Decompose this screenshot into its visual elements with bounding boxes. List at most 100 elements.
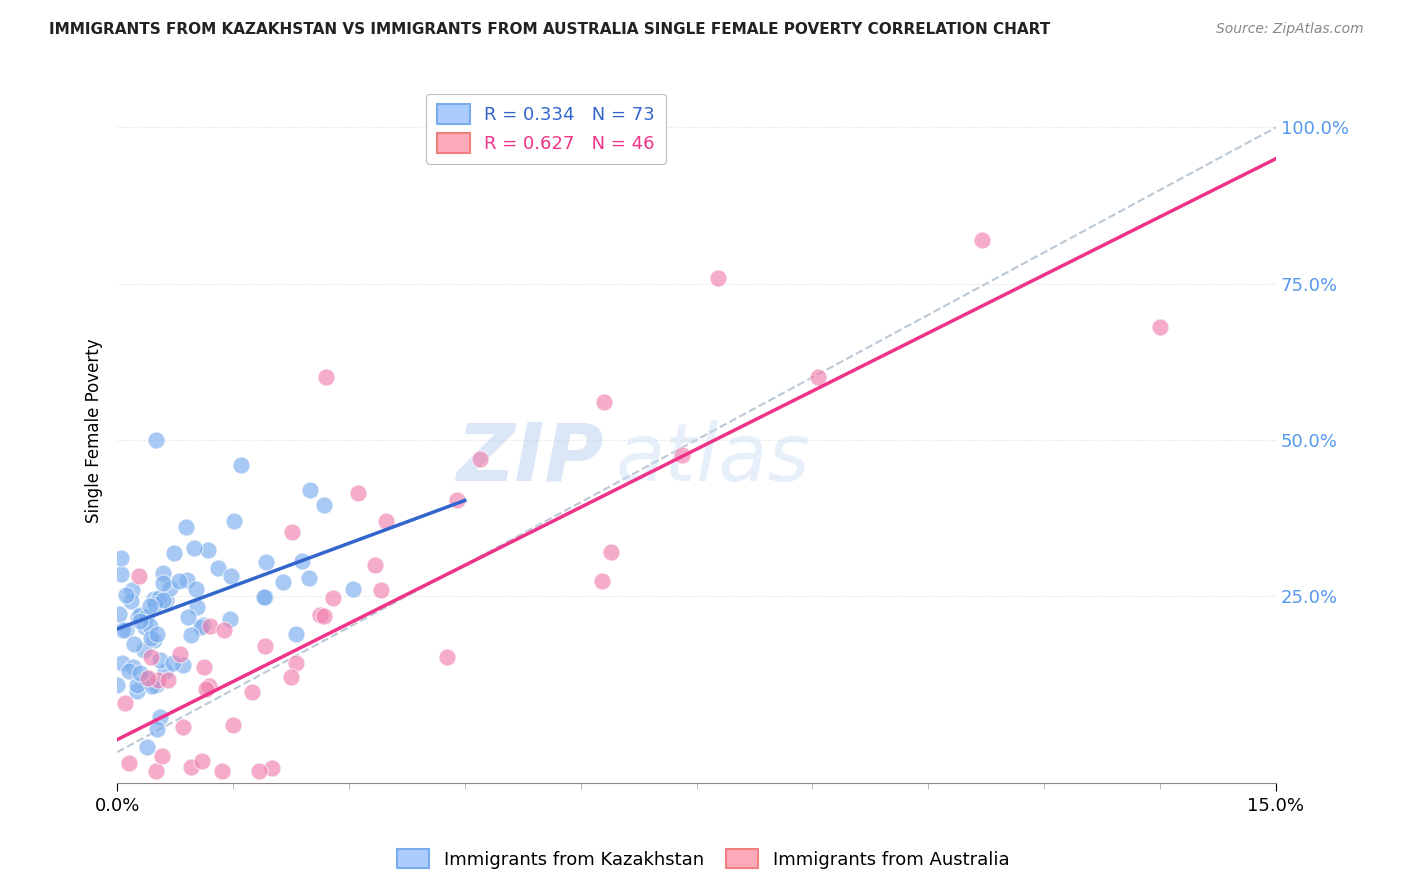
Point xyxy=(252,590,274,604)
Text: ZIP: ZIP xyxy=(457,419,603,498)
Point xyxy=(120,594,142,608)
Point xyxy=(110,550,132,565)
Point xyxy=(222,718,245,732)
Point xyxy=(110,566,132,581)
Point xyxy=(135,671,157,685)
Point xyxy=(174,520,197,534)
Point xyxy=(291,554,314,568)
Point xyxy=(172,657,194,672)
Point xyxy=(115,623,138,637)
Point xyxy=(107,607,129,622)
Point xyxy=(145,433,167,447)
Point xyxy=(129,608,152,623)
Point xyxy=(446,492,468,507)
Point xyxy=(190,620,212,634)
Text: Source: ZipAtlas.com: Source: ZipAtlas.com xyxy=(1216,22,1364,37)
Point xyxy=(153,664,176,678)
Point xyxy=(145,764,167,778)
Point xyxy=(190,754,212,768)
Point xyxy=(129,615,152,629)
Point xyxy=(145,627,167,641)
Point xyxy=(207,561,229,575)
Point xyxy=(163,546,186,560)
Point xyxy=(211,764,233,778)
Point xyxy=(375,514,398,528)
Point xyxy=(1149,320,1171,334)
Point xyxy=(180,628,202,642)
Point xyxy=(114,697,136,711)
Point xyxy=(183,541,205,555)
Point xyxy=(254,555,277,569)
Point xyxy=(671,449,693,463)
Point xyxy=(219,569,242,583)
Point xyxy=(285,627,308,641)
Point xyxy=(280,670,302,684)
Point xyxy=(309,607,332,622)
Point xyxy=(436,650,458,665)
Point xyxy=(134,620,156,634)
Point xyxy=(149,710,172,724)
Point xyxy=(271,574,294,589)
Point xyxy=(172,720,194,734)
Point xyxy=(149,653,172,667)
Point xyxy=(150,748,173,763)
Point xyxy=(157,673,180,688)
Point xyxy=(145,678,167,692)
Point xyxy=(200,618,222,632)
Point xyxy=(706,271,728,285)
Point xyxy=(191,617,214,632)
Point xyxy=(600,545,623,559)
Point xyxy=(260,761,283,775)
Point xyxy=(364,558,387,572)
Point xyxy=(184,582,207,597)
Point xyxy=(122,660,145,674)
Point xyxy=(342,582,364,597)
Point xyxy=(127,678,149,692)
Point xyxy=(129,665,152,680)
Point xyxy=(284,657,307,671)
Point xyxy=(370,582,392,597)
Text: IMMIGRANTS FROM KAZAKHSTAN VS IMMIGRANTS FROM AUSTRALIA SINGLE FEMALE POVERTY CO: IMMIGRANTS FROM KAZAKHSTAN VS IMMIGRANTS… xyxy=(49,22,1050,37)
Point xyxy=(162,657,184,671)
Point xyxy=(105,678,128,692)
Point xyxy=(591,574,613,588)
Point xyxy=(254,591,277,605)
Point xyxy=(135,739,157,754)
Point xyxy=(169,648,191,662)
Point xyxy=(197,542,219,557)
Point xyxy=(222,514,245,528)
Point xyxy=(128,569,150,583)
Point xyxy=(298,571,321,585)
Point xyxy=(229,458,252,472)
Point xyxy=(218,612,240,626)
Point xyxy=(346,486,368,500)
Point xyxy=(152,593,174,607)
Point xyxy=(186,600,208,615)
Point xyxy=(315,370,337,384)
Point xyxy=(121,583,143,598)
Point xyxy=(132,643,155,657)
Point xyxy=(143,633,166,648)
Point xyxy=(111,656,134,670)
Point xyxy=(148,673,170,688)
Point xyxy=(155,592,177,607)
Point xyxy=(146,722,169,736)
Point xyxy=(139,632,162,646)
Point xyxy=(139,649,162,664)
Point xyxy=(312,609,335,624)
Point xyxy=(115,588,138,602)
Point xyxy=(136,671,159,685)
Point xyxy=(177,610,200,624)
Point xyxy=(125,684,148,698)
Point xyxy=(281,524,304,539)
Point xyxy=(118,756,141,771)
Point xyxy=(139,618,162,632)
Point xyxy=(118,664,141,678)
Point xyxy=(112,624,135,638)
Point xyxy=(195,681,218,696)
Point xyxy=(180,760,202,774)
Point xyxy=(148,591,170,606)
Point xyxy=(193,660,215,674)
Point xyxy=(240,685,263,699)
Legend: R = 0.334   N = 73, R = 0.627   N = 46: R = 0.334 N = 73, R = 0.627 N = 46 xyxy=(426,94,665,164)
